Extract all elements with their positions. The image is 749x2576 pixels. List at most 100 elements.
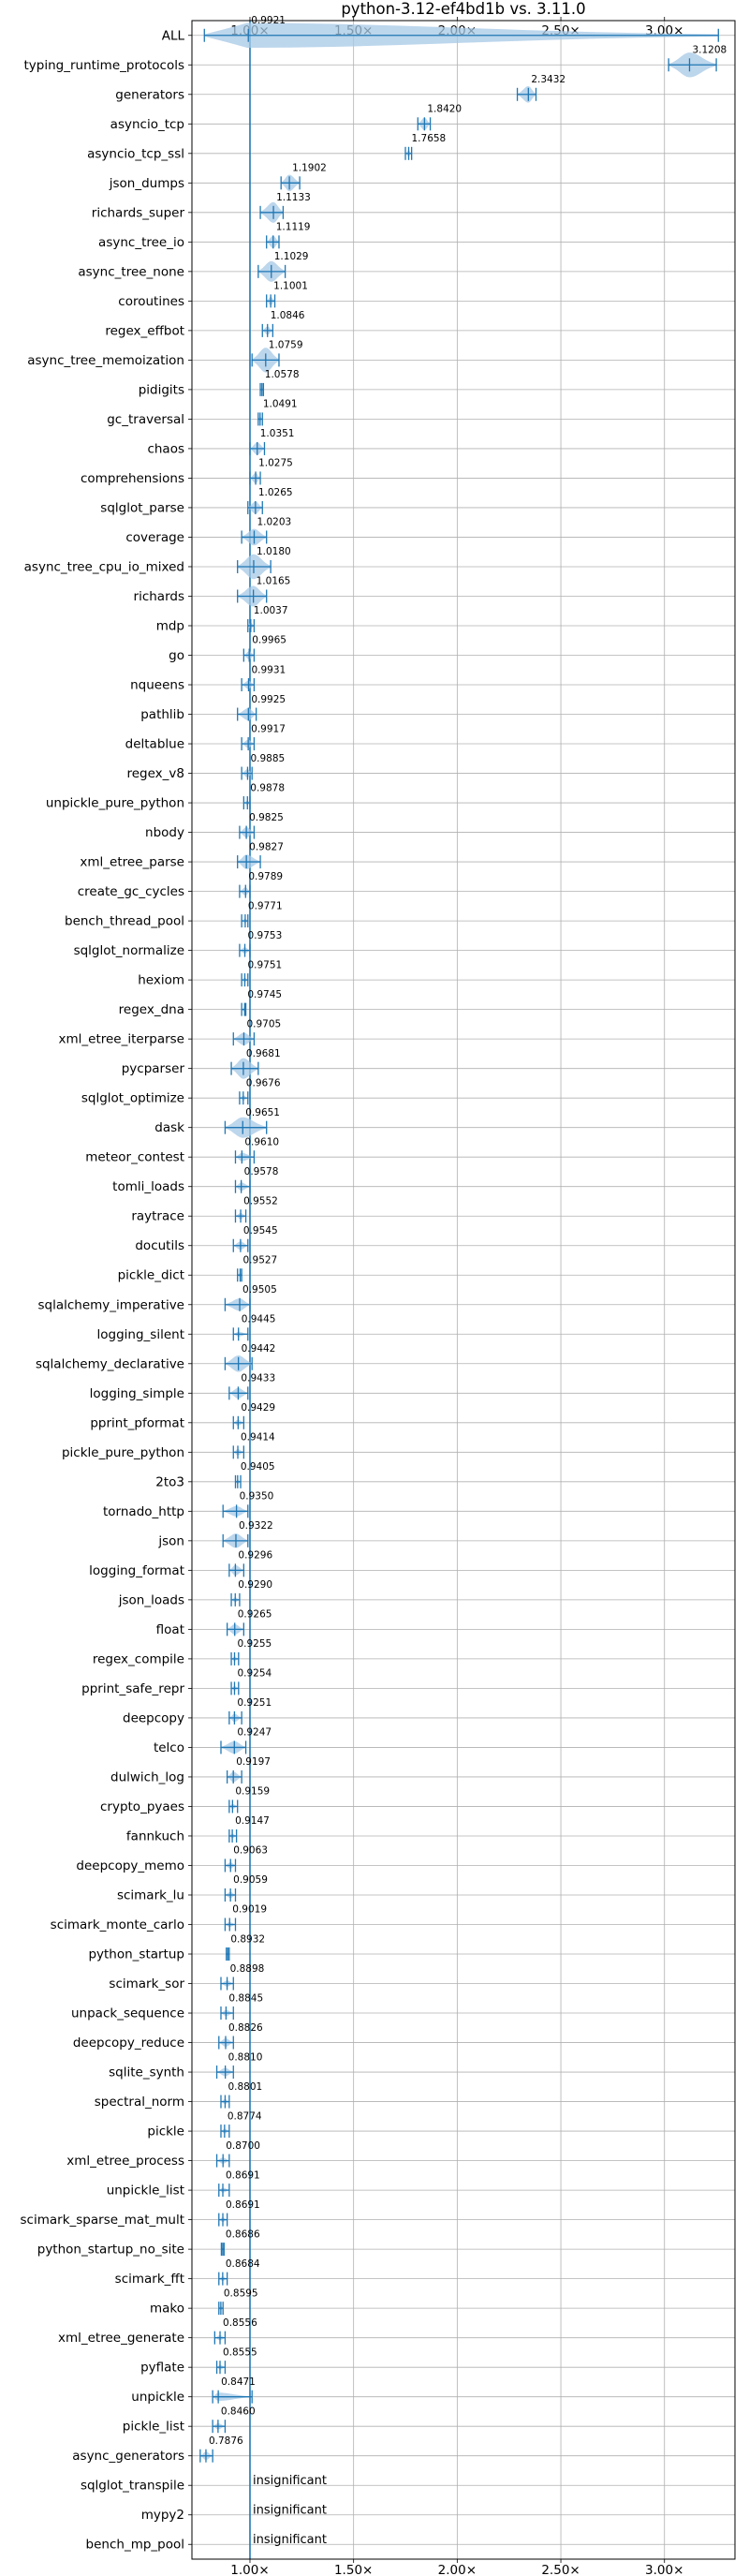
category-label: coverage [125,530,184,545]
value-label: 0.8898 [230,1963,265,1975]
row-scimark_lu: scimark_lu 0.9059 [117,1874,268,1902]
category-label: bench_mp_pool [86,2538,184,2553]
row-sqlglot_parse: sqlglot_parse 1.0265 [100,487,292,515]
category-label: coroutines [118,294,184,309]
category-label: pickle_pure_python [62,1445,184,1460]
insignificant-label: insignificant [253,2474,327,2488]
x-tick-label-bottom: 2.00× [438,2563,477,2576]
row-tomli_loads: tomli_loads 0.9578 [112,1166,278,1194]
row-regex_effbot: regex_effbot 1.0846 [105,310,304,338]
category-label: pathlib [140,707,184,722]
category-label: pprint_pformat [90,1415,184,1430]
row-unpickle: unpickle 0.8471 [131,2376,256,2405]
value-label: 0.9505 [242,1284,277,1295]
row-logging_simple: logging_simple 0.9433 [90,1373,276,1401]
value-label: 0.9610 [244,1136,279,1147]
row-sqlglot_optimize: sqlglot_optimize 0.9676 [81,1077,281,1105]
value-label: 1.1029 [274,251,309,262]
x-tick-label-bottom: 1.00× [230,2563,269,2576]
category-label: sqlglot_optimize [81,1091,184,1106]
row-scimark_fft: scimark_fft 0.8684 [115,2258,260,2287]
row-mypy2: mypy2 insignificant [141,2504,327,2524]
insignificant-label: insignificant [253,2504,327,2518]
category-label: pprint_safe_repr [81,1681,184,1696]
chart-title: python-3.12-ef4bd1b vs. 3.11.0 [341,0,585,18]
value-label: 0.9771 [248,900,283,911]
category-label: async_tree_io [98,235,184,250]
row-pickle_pure_python: pickle_pure_python 0.9414 [62,1432,275,1460]
category-label: logging_simple [90,1386,184,1401]
row-json: json 0.9322 [157,1520,272,1548]
row-comprehensions: comprehensions 1.0275 [81,458,293,486]
category-label: sqlalchemy_declarative [36,1356,184,1371]
category-label: chaos [147,441,184,456]
value-label: 0.9059 [233,1874,268,1886]
category-label: create_gc_cycles [78,884,184,899]
row-asyncio_tcp: asyncio_tcp 1.8420 [110,104,462,132]
value-label: 1.1119 [276,222,311,233]
category-label: pickle_dict [118,1268,184,1283]
row-async_tree_io: async_tree_io 1.1119 [98,222,310,250]
row-2to3: 2to3 0.9405 [155,1461,274,1489]
value-label: 0.9885 [250,753,285,764]
row-pidigits: pidigits 1.0578 [139,369,300,397]
value-label: 0.9878 [250,782,285,793]
row-nqueens: nqueens 0.9931 [130,664,286,692]
category-label: raytrace [131,1209,184,1224]
value-label: 0.9676 [246,1077,281,1088]
row-spectral_norm: spectral_norm 0.8801 [95,2081,262,2110]
category-label: bench_thread_pool [65,914,184,929]
value-label: 0.8774 [228,2110,262,2122]
category-label: pycparser [122,1061,185,1076]
category-label: 2to3 [155,1474,184,1489]
category-label: xml_etree_parse [80,855,184,870]
category-label: regex_dna [119,1002,184,1017]
value-label: 1.8420 [427,104,462,115]
value-label: 1.1001 [273,281,308,292]
category-label: typing_runtime_protocols [24,58,185,73]
row-generators: generators 2.3432 [115,74,565,103]
category-label: deepcopy_memo [76,1858,184,1873]
value-label: 1.0203 [257,517,291,528]
category-label: regex_effbot [105,323,184,338]
row-sqlalchemy_declarative: sqlalchemy_declarative 0.9442 [36,1343,275,1372]
row-docutils: docutils 0.9545 [135,1225,277,1253]
row-float: float 0.9265 [156,1609,272,1637]
category-label: gc_traversal [107,412,184,427]
value-label: 0.9442 [242,1343,276,1355]
row-pickle: pickle 0.8774 [147,2110,262,2139]
row-xml_etree_generate: xml_etree_generate 0.8556 [58,2317,257,2346]
row-pathlib: pathlib 0.9925 [140,694,286,722]
category-label: dask [154,1120,184,1135]
value-label: 0.9552 [243,1195,278,1207]
category-label: unpickle [131,2390,184,2405]
category-label: tornado_http [103,1504,184,1519]
category-label: ALL [162,28,185,43]
value-label: 0.8932 [230,1933,265,1945]
value-label: 0.9965 [252,635,286,646]
row-coverage: coverage 1.0203 [125,517,291,546]
category-label: scimark_lu [117,1888,184,1902]
x-tick-label-bottom: 1.50× [334,2563,373,2576]
row-mako: mako 0.8595 [150,2287,258,2316]
category-label: async_tree_none [78,264,184,279]
value-label: 0.9290 [238,1579,272,1591]
category-label: python_startup [88,1947,184,1962]
value-label: 3.1208 [692,45,727,56]
category-label: logging_format [89,1563,184,1578]
row-scimark_sparse_mat_mult: scimark_sparse_mat_mult 0.8691 [21,2199,260,2228]
category-label: sqlglot_normalize [74,943,184,958]
value-label: 0.9414 [241,1432,275,1443]
value-label: 0.9296 [238,1550,272,1562]
row-gc_traversal: gc_traversal 1.0491 [107,399,297,427]
category-label: richards_super [92,205,185,220]
value-label: 0.8691 [226,2169,260,2181]
category-label: async_tree_memoization [27,353,184,368]
row-coroutines: coroutines 1.1001 [118,281,308,309]
value-label: 0.9405 [241,1461,275,1473]
category-label: crypto_pyaes [100,1799,184,1814]
row-python_startup: python_startup 0.8932 [88,1933,265,1962]
row-bench_thread_pool: bench_thread_pool 0.9771 [65,900,283,928]
